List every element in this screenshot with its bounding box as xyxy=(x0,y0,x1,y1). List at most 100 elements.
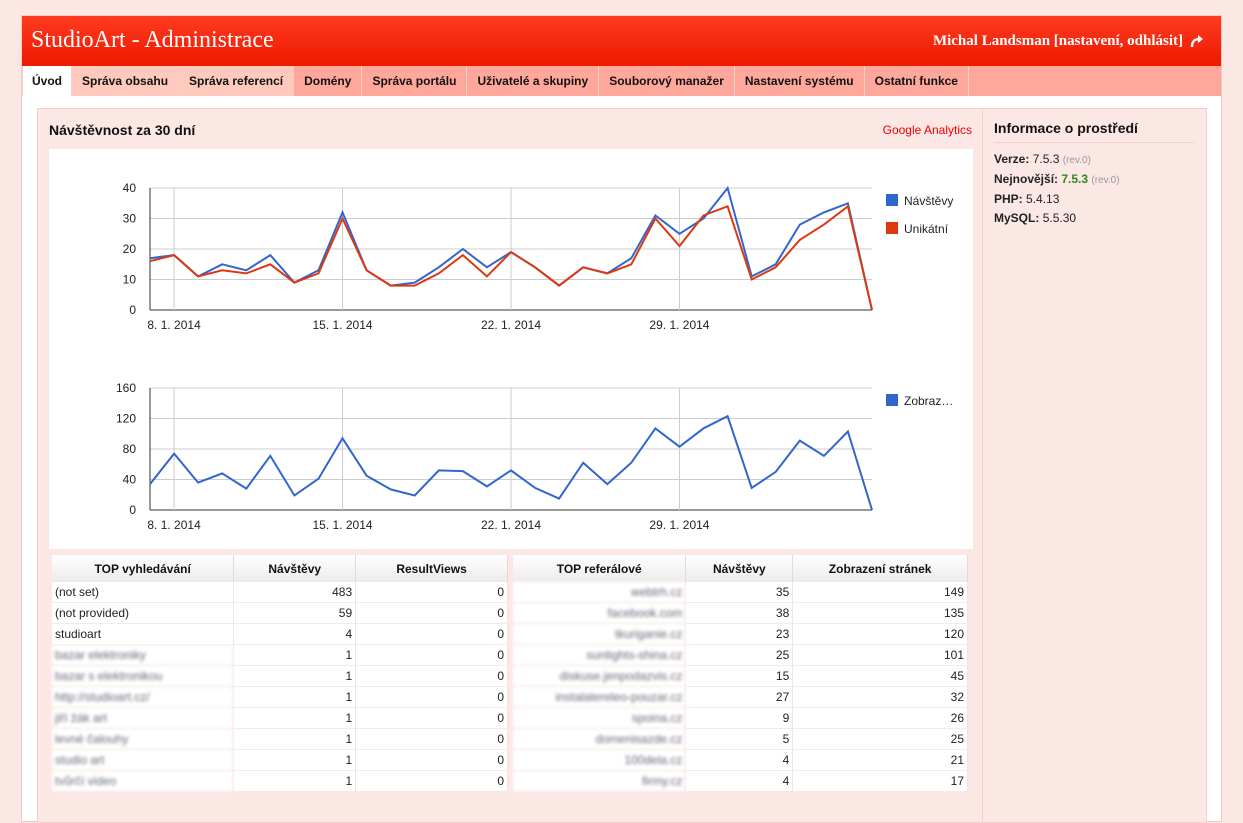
mysql-value: 5.5.30 xyxy=(1042,211,1077,225)
ref-cell: 149 xyxy=(792,582,968,603)
top-referrals-table: TOP referálové Návštěvy Zobrazení stránek … xyxy=(513,555,968,792)
table-row: (not provided) 59 0 xyxy=(52,602,508,624)
tab-6[interactable]: Uživatelé a skupiny xyxy=(467,66,600,96)
php-info: PHP: 5.4.13 xyxy=(994,192,1060,206)
legend-swatch xyxy=(886,222,898,234)
latest-version-info: Nejnovější: 7.5.3 (rev.0) xyxy=(994,172,1120,186)
main-nav: Úvod Správa obsahu Správa referencí Domény S… xyxy=(22,66,1221,96)
visits-title: Návštěvnost za 30 dní xyxy=(49,122,196,138)
tab-7[interactable]: Souborový manažer xyxy=(599,66,735,96)
ref-header-3: Zobrazení stránek xyxy=(792,555,968,582)
tab-1[interactable]: Úvod xyxy=(22,66,72,96)
table-row: spoina.cz 9 26 xyxy=(513,707,968,729)
search-header-2: Návštěvy xyxy=(233,555,357,582)
charts-container: 0 10 20 30 40 8. 1. 2014 15. 1. 2014 22. 1. 201… xyxy=(49,149,973,549)
user-menu[interactable]: Michal Landsman [nastavení, odhlásit] xyxy=(933,33,1205,50)
tab-4[interactable]: Domény xyxy=(294,66,363,96)
tab-9[interactable]: Ostatní funkce xyxy=(865,66,969,96)
table-row: suntights-shina.cz 25 101 xyxy=(513,644,968,666)
y-tick-label: 40 xyxy=(123,181,137,195)
search-cell: 483 xyxy=(233,582,357,603)
search-cell: 0 xyxy=(355,582,508,603)
google-analytics-link[interactable]: Google Analytics xyxy=(882,123,972,137)
legend-swatch xyxy=(886,194,898,206)
mysql-info: MySQL: 5.5.30 xyxy=(994,211,1077,225)
y-tick-label: 0 xyxy=(129,503,136,517)
search-cell: 0 xyxy=(355,686,508,708)
x-tick-label: 22. 1. 2014 xyxy=(481,318,541,332)
legend-label: Zobraz… xyxy=(904,394,953,408)
table-row: (not set) 483 0 xyxy=(52,582,508,603)
ref-cell: 9 xyxy=(685,707,794,729)
ref-cell: suntights-shina.cz xyxy=(513,644,687,666)
charts-svg: 0 10 20 30 40 8. 1. 2014 15. 1. 2014 22. 1. 201… xyxy=(116,181,953,532)
table-row: domenisazde.cz 5 25 xyxy=(513,728,968,750)
redirect-arrow-icon[interactable] xyxy=(1189,34,1205,50)
y-tick-label: 160 xyxy=(116,381,136,395)
y-tick-label: 30 xyxy=(123,212,137,226)
tab-5[interactable]: Správa portálu xyxy=(362,66,468,96)
ref-header-2: Návštěvy xyxy=(685,555,794,582)
search-cell: 0 xyxy=(355,770,508,792)
search-cell: (not provided) xyxy=(52,602,235,624)
search-cell: 1 xyxy=(233,686,357,708)
ref-cell: firmy.cz xyxy=(513,770,687,792)
search-cell: 1 xyxy=(233,749,357,771)
search-cell: 59 xyxy=(233,602,357,624)
ref-cell: 101 xyxy=(792,644,968,666)
version-value: 7.5.3 xyxy=(1032,152,1060,166)
table-row: levné čalouhy 1 0 xyxy=(52,728,508,750)
ref-cell: 21 xyxy=(792,749,968,771)
y-tick-label: 120 xyxy=(116,412,136,426)
x-tick-label: 15. 1. 2014 xyxy=(313,318,373,332)
table-row: http://studioart.cz/1 0 xyxy=(52,686,508,708)
search-cell: (not set) xyxy=(52,582,235,603)
table-row: tkuriganie.cz 23 120 xyxy=(513,623,968,645)
environment-info-title: Informace o prostředí xyxy=(994,120,1194,143)
x-tick-label: 22. 1. 2014 xyxy=(481,518,541,532)
table-row: tvůrčí video 1 0 xyxy=(52,770,508,792)
search-cell: 4 xyxy=(233,623,357,645)
table-row: jiří žák art 1 0 xyxy=(52,707,508,729)
tab-2[interactable]: Správa obsahu xyxy=(72,66,180,96)
side-panel: Informace o prostředí Verze: 7.5.3 (rev.… xyxy=(983,109,1206,822)
version-info: Verze: 7.5.3 (rev.0) xyxy=(994,152,1091,166)
series-line-1-2 xyxy=(149,204,873,311)
table-row: webtrh.cz 35 149 xyxy=(513,582,968,603)
y-tick-label: 0 xyxy=(129,303,136,317)
table-row: diskuse.jenpodazvis.cz 15 45 xyxy=(513,665,968,687)
search-cell: http://studioart.cz/ xyxy=(52,686,235,708)
ref-cell: webtrh.cz xyxy=(513,582,687,603)
ref-cell: domenisazde.cz xyxy=(513,728,687,750)
search-cell: 1 xyxy=(233,644,357,666)
search-cell: 0 xyxy=(355,602,508,624)
search-cell: 1 xyxy=(233,665,357,687)
search-cell: 0 xyxy=(355,749,508,771)
tab-3[interactable]: Správa referencí xyxy=(179,66,295,96)
php-value: 5.4.13 xyxy=(1026,192,1060,206)
table-row: instalatereleo-pouzar.cz 27 32 xyxy=(513,686,968,708)
table-row: 100dela.cz 4 21 xyxy=(513,749,968,771)
search-header-3: ResultViews xyxy=(355,555,508,582)
content-area: Návštěvnost za 30 dní Google Analytics 0… xyxy=(37,108,1207,823)
legend-label: Unikátní xyxy=(904,222,949,236)
y-tick-label: 80 xyxy=(123,442,137,456)
table-row: studio art 1 0 xyxy=(52,749,508,771)
x-tick-label: 8. 1. 2014 xyxy=(147,318,201,332)
ref-cell: 26 xyxy=(792,707,968,729)
ref-cell: 15 xyxy=(685,665,794,687)
search-cell: 0 xyxy=(355,728,508,750)
ref-cell: facebook.com xyxy=(513,602,687,624)
ref-cell: tkuriganie.cz xyxy=(513,623,687,645)
ref-cell: 135 xyxy=(792,602,968,624)
user-name-link[interactable]: Michal Landsman [nastavení, odhlásit] xyxy=(932,33,1183,49)
table-row: studioart 4 0 xyxy=(52,623,508,645)
tab-8[interactable]: Nastavení systému xyxy=(735,66,865,96)
table-row: bazar elektroniky 1 0 xyxy=(52,644,508,666)
search-cell: 0 xyxy=(355,665,508,687)
ref-cell: spoina.cz xyxy=(513,707,687,729)
x-tick-label: 29. 1. 2014 xyxy=(649,318,709,332)
ref-cell: 32 xyxy=(792,686,968,708)
ref-cell: 25 xyxy=(792,728,968,750)
header: StudioArt - Administrace Michal Landsman… xyxy=(22,16,1221,66)
